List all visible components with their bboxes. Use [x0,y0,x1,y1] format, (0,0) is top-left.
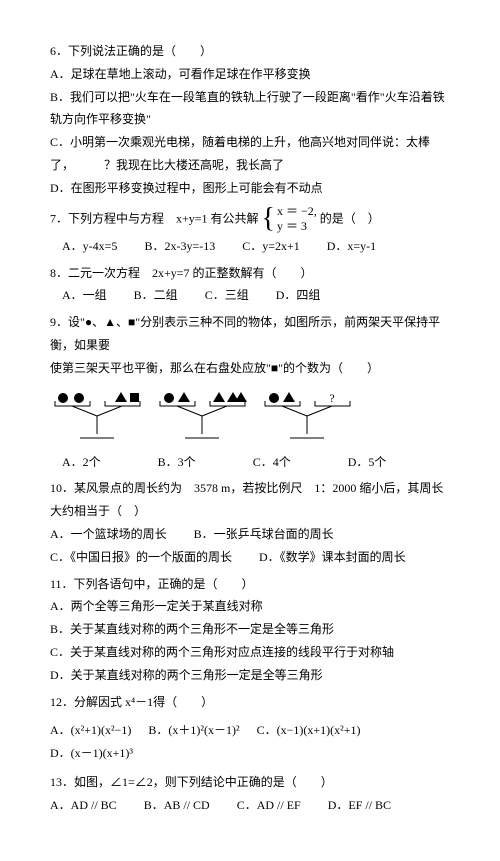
q11-opt-b: B．关于某直线对称的两个三角形不一定是全等三角形 [50,618,450,641]
q8-stem: 8．二元一次方程 2x+y=7 的正整数解有（ ） [50,262,450,285]
q6-opt-d: D．在图形平移变换过程中，图形上可能会有不动点 [50,177,450,200]
q9-opt-b: B．3个 [158,451,196,474]
q11-opt-a: A．两个全等三角形一定关于某直线对称 [50,595,450,618]
q7-stem-pre: 7．下列方程中与方程 x+y=1 有公共解 [50,211,259,225]
q8-opt-d: D．四组 [276,284,321,307]
q6: 6．下列说法正确的是（ ） A．足球在草地上滚动，可看作足球在作平移变换 B．我… [50,40,450,200]
q7: 7．下列方程中与方程 x+y=1 有公共解 { x ＝ −2, y ＝ 3 的是… [50,204,450,258]
q8: 8．二元一次方程 2x+y=7 的正整数解有（ ） A．一组 B．二组 C．三组… [50,262,450,308]
q10-opt-d: D．《数学》课本封面的周长 [259,546,406,569]
q6-opt-c: C．小明第一次乘观光电梯，随着电梯的上升，他高兴地对同伴说：太棒了， ？我现在比… [50,131,450,177]
q9-opt-a: A．2个 [62,451,101,474]
q12-opt-b: B．(x＋1)²(x－1)² [148,719,239,742]
q10-opt-b: B．一张乒乓球台面的周长 [194,523,334,546]
q7-opt-b: B．2x-3y=-13 [144,235,215,258]
q13-stem: 13．如图，∠1=∠2，则下列结论中正确的是（ ） [50,771,450,794]
q11-stem: 11．下列各语句中，正确的是（ ） [50,573,450,596]
q10: 10．某风景点的周长约为 3578 m，若按比例尺 1：2000 缩小后，其周长… [50,477,450,568]
balance-2-icon [155,386,250,441]
q7-stem-post: 的是（ ） [320,211,380,225]
q11: 11．下列各语句中，正确的是（ ） A．两个全等三角形一定关于某直线对称 B．关… [50,573,450,687]
q6-stem: 6．下列说法正确的是（ ） [50,40,450,63]
q12: 12．分解因式 x⁴－1得（ ） A．(x²+1)(x²−1) B．(x＋1)²… [50,691,450,765]
q13-opt-d: D．EF // BC [328,794,391,817]
q10-opt-a: A．一个篮球场的周长 [50,523,167,546]
q12-opt-a: A．(x²+1)(x²−1) [50,719,131,742]
q13-opt-c: C．AD // EF [237,794,301,817]
q11-opt-d: D．关于某直线对称的两个三角形一定是全等三角形 [50,664,450,687]
q8-opt-c: C．三组 [205,284,249,307]
q7-equation-system: { x ＝ −2, y ＝ 3 [262,204,317,235]
q13-opt-b: B．AB // CD [144,794,210,817]
q9-opt-d: D．5个 [348,451,387,474]
q13: 13．如图，∠1=∠2，则下列结论中正确的是（ ） A．AD // BC B．A… [50,771,450,817]
left-brace-icon: { [262,205,275,233]
q7-opt-d: D．x=y-1 [327,235,376,258]
balance-1-icon [50,386,145,441]
q10-stem: 10．某风景点的周长约为 3578 m，若按比例尺 1：2000 缩小后，其周长… [50,477,450,523]
q6-opt-a: A．足球在草地上滚动，可看作足球在作平移变换 [50,63,450,86]
q12-stem: 12．分解因式 x⁴－1得（ ） [50,691,450,714]
q7-eq2: y ＝ 3 [277,219,317,235]
q12-opt-c: C．(x−1)(x+1)(x²+1) [257,719,361,742]
q9: 9．设"●、▲、■"分别表示三种不同的物体，如图所示，前两架天平保持平衡，如果要… [50,311,450,473]
q13-opt-a: A．AD // BC [50,794,117,817]
balance-diagrams: ? [50,386,450,441]
q6-opt-b: B．我们可以把"火车在一段笔直的铁轨上行驶了一段距离"看作"火车沿着铁轨方向作平… [50,86,450,132]
q12-opt-d: D．(x－1)(x+1)³ [50,742,133,765]
q8-opt-a: A．一组 [62,284,107,307]
q10-opt-c: C．《中国日报》的一个版面的周长 [50,546,232,569]
q9-stem1: 9．设"●、▲、■"分别表示三种不同的物体，如图所示，前两架天平保持平衡，如果要 [50,311,450,357]
q11-opt-c: C．关于某直线对称的两个三角形对应点连接的线段平行于对称轴 [50,641,450,664]
q9-stem2: 使第三架天平也平衡，那么在右盘处应放"■"的个数为（ ） [50,357,450,380]
q7-opt-c: C．y=2x+1 [242,235,300,258]
q9-opt-c: C．4个 [253,451,291,474]
q7-eq1: x ＝ −2, [277,204,317,220]
svg-text:?: ? [329,391,334,405]
balance-3-icon: ? [260,386,355,441]
q8-opt-b: B．二组 [134,284,178,307]
q7-opt-a: A．y-4x=5 [62,235,117,258]
q7-stem: 7．下列方程中与方程 x+y=1 有公共解 { x ＝ −2, y ＝ 3 的是… [50,204,450,235]
